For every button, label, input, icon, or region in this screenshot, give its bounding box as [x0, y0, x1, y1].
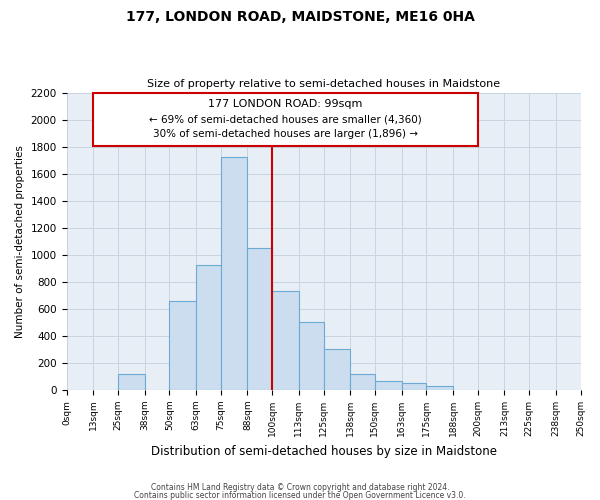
Bar [272, 292, 299, 390]
Bar [169, 301, 196, 390]
Bar [196, 265, 221, 390]
Text: ← 69% of semi-detached houses are smaller (4,360): ← 69% of semi-detached houses are smalle… [149, 114, 422, 124]
Bar [350, 374, 375, 390]
Text: 177 LONDON ROAD: 99sqm: 177 LONDON ROAD: 99sqm [208, 100, 362, 110]
Bar [247, 248, 272, 390]
Text: Contains HM Land Registry data © Crown copyright and database right 2024.: Contains HM Land Registry data © Crown c… [151, 484, 449, 492]
FancyBboxPatch shape [93, 92, 478, 146]
Text: 177, LONDON ROAD, MAIDSTONE, ME16 0HA: 177, LONDON ROAD, MAIDSTONE, ME16 0HA [125, 10, 475, 24]
Bar [401, 384, 427, 390]
Text: 30% of semi-detached houses are larger (1,896) →: 30% of semi-detached houses are larger (… [153, 130, 418, 140]
Bar [323, 349, 350, 390]
Text: Contains public sector information licensed under the Open Government Licence v3: Contains public sector information licen… [134, 490, 466, 500]
Y-axis label: Number of semi-detached properties: Number of semi-detached properties [15, 145, 25, 338]
Bar [427, 386, 453, 390]
Bar [221, 158, 247, 390]
Title: Size of property relative to semi-detached houses in Maidstone: Size of property relative to semi-detach… [147, 79, 500, 89]
X-axis label: Distribution of semi-detached houses by size in Maidstone: Distribution of semi-detached houses by … [151, 444, 497, 458]
Bar [375, 380, 401, 390]
Bar [299, 322, 323, 390]
Bar [118, 374, 145, 390]
